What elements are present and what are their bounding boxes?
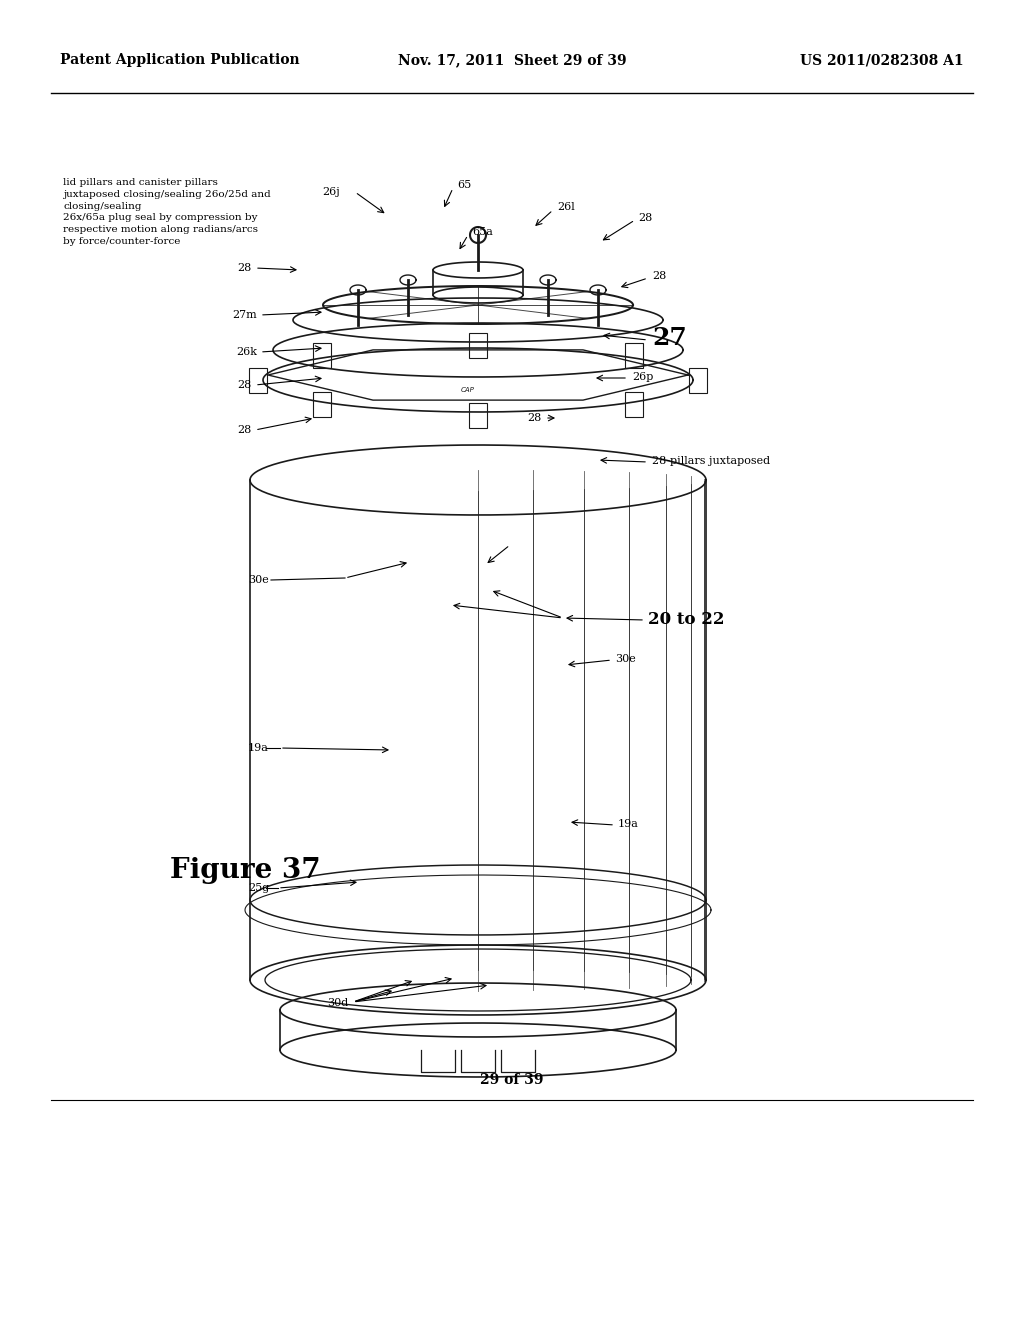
Text: 26j: 26j [323,187,340,197]
Text: 65: 65 [457,180,471,190]
Text: 28: 28 [527,413,542,422]
Text: 28: 28 [638,213,652,223]
Bar [313,392,332,417]
Bar [469,403,487,428]
Text: 30e: 30e [615,653,636,664]
Text: 26p: 26p [632,372,653,381]
Text: Patent Application Publication: Patent Application Publication [60,53,300,67]
Text: 29 of 39: 29 of 39 [480,1073,544,1086]
Text: 19a: 19a [248,743,269,752]
Text: 26k: 26k [236,347,257,356]
Text: 27m: 27m [232,310,257,319]
Text: 19a: 19a [618,818,639,829]
Text: 25g: 25g [248,883,269,894]
Text: US 2011/0282308 A1: US 2011/0282308 A1 [801,53,964,67]
Bar [689,367,707,392]
Bar [625,343,643,368]
Text: 28: 28 [238,380,252,389]
Text: 65a: 65a [472,227,493,238]
Text: 30e: 30e [248,576,268,585]
Text: 28-pillars juxtaposed: 28-pillars juxtaposed [652,455,770,466]
Text: 30d: 30d [327,998,348,1008]
Bar [625,392,643,417]
Text: lid pillars and canister pillars
juxtaposed closing/sealing 26o/25d and
closing/: lid pillars and canister pillars juxtapo… [63,178,270,246]
Bar [469,333,487,358]
Text: 28: 28 [652,271,667,281]
Text: 28: 28 [238,263,252,273]
Bar [249,367,267,392]
Text: 28: 28 [238,425,252,436]
Text: 26l: 26l [557,202,574,213]
Bar [313,343,332,368]
Text: Nov. 17, 2011  Sheet 29 of 39: Nov. 17, 2011 Sheet 29 of 39 [397,53,627,67]
Text: 27: 27 [652,326,687,350]
Text: Figure 37: Figure 37 [170,857,321,883]
Text: CAP: CAP [461,387,475,393]
Text: 20 to 22: 20 to 22 [648,610,725,627]
